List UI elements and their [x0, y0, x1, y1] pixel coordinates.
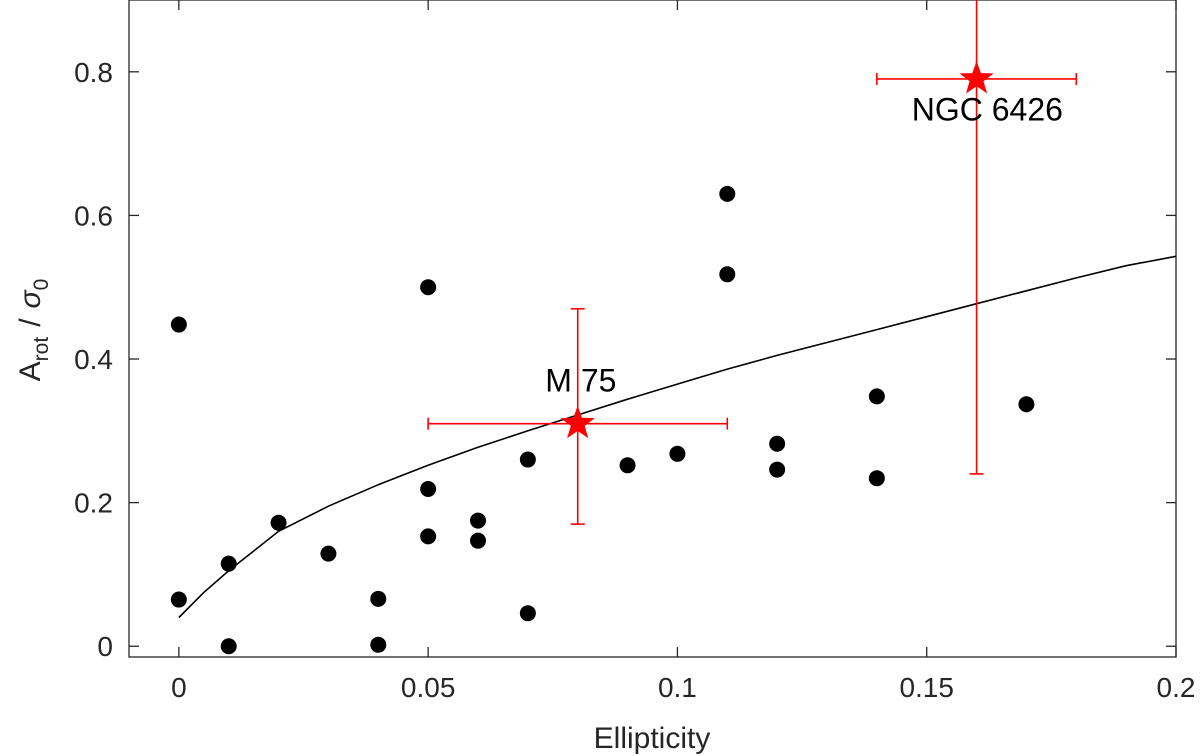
data-point	[270, 514, 287, 531]
y-axis-title-main: A	[14, 361, 47, 381]
y-tick-label: 0.4	[74, 344, 113, 375]
annotations-layer: M 75 NGC 6426	[545, 92, 1063, 399]
y-axis-title-sigma-sub: 0	[30, 279, 53, 291]
data-point	[420, 528, 437, 545]
annotation-label: M 75	[545, 362, 616, 398]
data-point	[220, 555, 237, 572]
plot-area	[128, 0, 1177, 658]
data-point	[220, 638, 237, 655]
x-tick-label: 0.2	[1157, 672, 1196, 703]
x-tick-label: 0	[171, 672, 187, 703]
data-point	[719, 185, 736, 202]
y-axis-title-slash: /	[14, 318, 47, 327]
star-markers-layer	[560, 61, 994, 439]
annotation-label: NGC 6426	[912, 92, 1063, 128]
y-axis-title-sigma: σ	[14, 288, 47, 308]
data-point	[320, 545, 337, 562]
axis-ticks-layer: 0 0.05 0.1 0.15 0.2 0 0.2 0.4 0.6 0.8	[74, 0, 1195, 703]
data-point	[170, 591, 187, 608]
data-point	[470, 512, 486, 529]
x-tick-label: 0.15	[899, 672, 954, 703]
star-marker	[560, 405, 595, 439]
data-point	[420, 279, 437, 296]
y-tick-label: 0	[97, 631, 113, 662]
data-point	[868, 470, 885, 487]
data-point	[470, 532, 486, 549]
data-point	[669, 445, 686, 462]
model-curve-line	[178, 255, 1177, 619]
data-points-layer	[170, 185, 1035, 655]
x-axis-title: Ellipticity	[594, 722, 711, 755]
data-point	[420, 480, 437, 497]
y-axis-title: Arot / σ0	[14, 279, 53, 382]
x-tick-label: 0.05	[401, 672, 456, 703]
data-point	[370, 636, 387, 653]
y-tick-label: 0.8	[74, 57, 113, 88]
data-point	[769, 461, 786, 478]
y-tick-label: 0.2	[74, 488, 113, 519]
model-curve-layer	[178, 255, 1177, 619]
data-point	[1018, 396, 1035, 413]
star-marker	[959, 61, 994, 94]
y-axis-title-main-sub: rot	[30, 337, 53, 362]
x-tick-label: 0.1	[658, 672, 697, 703]
y-tick-label: 0.6	[74, 200, 113, 231]
data-point	[719, 266, 736, 283]
data-point	[170, 316, 187, 333]
data-point	[519, 451, 536, 468]
data-point	[868, 388, 885, 405]
data-point	[370, 590, 387, 607]
data-point	[619, 457, 636, 474]
data-point	[519, 605, 536, 622]
data-point	[769, 435, 786, 452]
